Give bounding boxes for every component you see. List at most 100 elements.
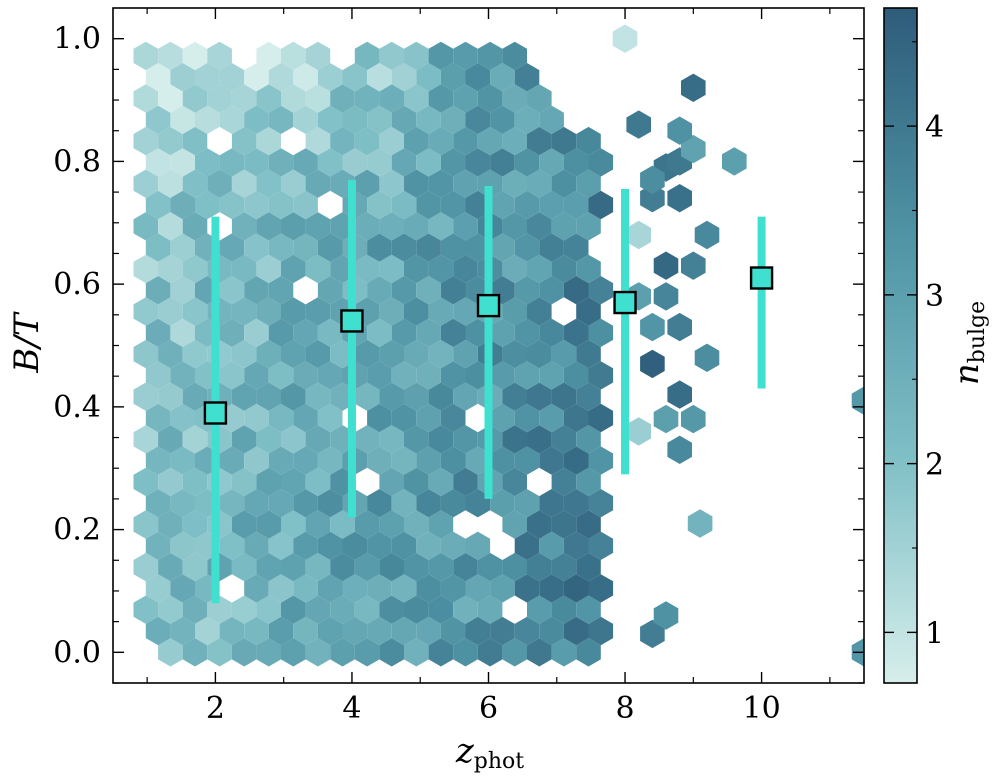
hex-bin xyxy=(404,126,429,156)
hex-bin xyxy=(453,638,478,667)
hex-bin xyxy=(416,574,441,603)
hex-bin xyxy=(305,297,331,326)
hex-bin xyxy=(404,169,429,198)
hex-bin xyxy=(219,616,245,646)
hex-bin xyxy=(268,574,294,603)
hex-bin xyxy=(367,531,392,560)
hex-bin xyxy=(667,184,692,213)
hex-bin xyxy=(219,233,245,262)
hex-bin xyxy=(379,382,404,411)
hex-bin xyxy=(244,489,269,518)
hex-bin xyxy=(367,489,392,518)
hex-bin xyxy=(453,425,478,454)
hex-bin xyxy=(539,148,564,177)
x-tick-label: 6 xyxy=(479,691,498,726)
hex-bin xyxy=(281,297,306,326)
hex-bin xyxy=(231,638,257,667)
hex-bin xyxy=(145,148,171,177)
hex-bin xyxy=(551,552,577,582)
hex-bin xyxy=(219,318,245,347)
hex-bin xyxy=(219,489,245,518)
hex-bin xyxy=(367,318,392,347)
hex-bin xyxy=(158,510,183,539)
hex-bin xyxy=(465,190,491,220)
hex-bin xyxy=(268,403,294,433)
hex-bin xyxy=(514,531,540,560)
hex-bin xyxy=(367,105,392,134)
hex-bin xyxy=(342,63,368,92)
hex-bin xyxy=(256,169,281,198)
hex-bin xyxy=(256,510,281,539)
hex-bin xyxy=(490,105,515,134)
hex-bin xyxy=(305,595,331,624)
hex-bin xyxy=(440,361,466,390)
hex-bin xyxy=(305,254,331,284)
hex-bin xyxy=(640,349,665,379)
hex-bin xyxy=(158,212,183,241)
hex-bin xyxy=(293,616,318,646)
hex-bin xyxy=(305,41,331,71)
hex-bin xyxy=(330,510,355,539)
hex-bin xyxy=(440,276,466,305)
hex-bin xyxy=(158,297,183,326)
hex-bin xyxy=(268,105,294,134)
hex-bin xyxy=(367,276,392,305)
hex-bin xyxy=(391,616,417,646)
hex-bin xyxy=(576,638,601,667)
hex-bin xyxy=(527,126,552,156)
hex-bin xyxy=(539,233,564,262)
hex-bin xyxy=(667,116,692,145)
hex-bin xyxy=(342,616,368,646)
hex-bin xyxy=(256,254,281,284)
hex-bin xyxy=(244,105,269,134)
hex-bin xyxy=(640,312,665,342)
hex-bin xyxy=(404,254,429,284)
hex-bin xyxy=(354,382,380,411)
hex-bin xyxy=(416,489,441,518)
hex-bin xyxy=(281,425,306,454)
hex-bin xyxy=(404,382,429,411)
median-marker xyxy=(749,266,774,290)
hex-bin xyxy=(379,169,404,198)
hex-bin xyxy=(182,552,208,582)
hex-bin xyxy=(391,148,417,177)
hex-bin xyxy=(133,425,159,454)
hex-bin xyxy=(391,105,417,134)
hex-bin xyxy=(293,403,318,433)
hex-bin xyxy=(453,339,478,369)
hex-bin xyxy=(514,616,540,646)
hex-bin xyxy=(563,616,589,646)
hex-bin xyxy=(514,361,540,390)
hex-bin xyxy=(539,361,564,390)
hex-bin xyxy=(133,552,159,582)
hex-bin xyxy=(527,297,552,326)
hex-bin xyxy=(477,169,503,198)
hex-bin xyxy=(244,276,269,305)
hex-bin xyxy=(653,251,679,280)
hex-bin xyxy=(514,276,540,305)
hex-bin xyxy=(305,638,331,667)
hex-bin xyxy=(354,638,380,667)
hex-bin xyxy=(539,318,564,347)
hex-bin xyxy=(539,489,564,518)
hex-bin xyxy=(391,361,417,390)
hex-bin xyxy=(133,467,159,497)
hex-bin xyxy=(588,531,614,560)
hex-bin xyxy=(428,169,454,198)
hex-bin xyxy=(182,169,208,198)
hex-bin xyxy=(539,190,564,220)
hex-bin xyxy=(626,417,651,446)
hex-bin xyxy=(367,403,392,433)
hex-bin xyxy=(170,318,195,347)
hex-bin xyxy=(244,531,269,560)
hex-bin xyxy=(317,403,343,433)
hex-bin xyxy=(158,382,183,411)
hex-bin xyxy=(317,574,343,603)
hex-bin xyxy=(170,233,195,262)
y-tick-label: 0.2 xyxy=(53,513,101,548)
hex-bin xyxy=(354,212,380,241)
hex-bin xyxy=(490,403,515,433)
hex-bin xyxy=(440,63,466,92)
hex-bin xyxy=(391,63,417,92)
hex-bin xyxy=(219,148,245,177)
